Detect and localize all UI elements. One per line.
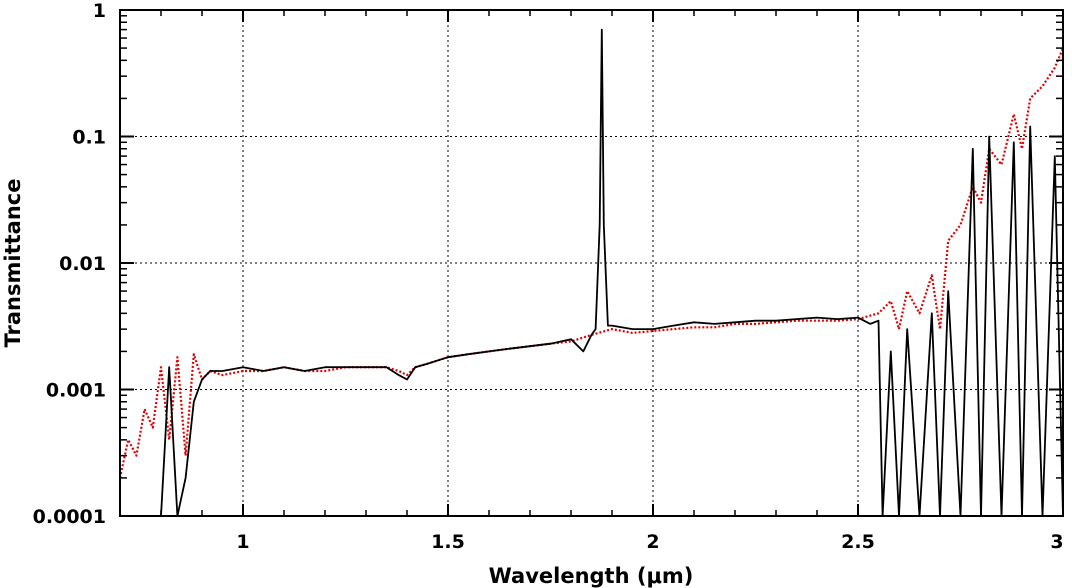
x-tick-label: 3 xyxy=(1050,531,1063,553)
y-tick-label: 0.1 xyxy=(72,127,106,149)
y-tick-label: 0.001 xyxy=(46,380,106,402)
series-line-solid xyxy=(160,28,1064,517)
x-tick-label: 1.5 xyxy=(431,531,465,553)
x-tick-label: 1 xyxy=(236,531,249,553)
x-tick-label: 2 xyxy=(646,531,659,553)
axis-ticks xyxy=(119,9,1064,517)
y-tick-label: 0.01 xyxy=(59,253,106,275)
x-tick-labels: 1 1.5 2 2.5 3 xyxy=(236,531,1063,553)
x-axis-label: Wavelength (μm) xyxy=(489,564,694,588)
series-layer xyxy=(118,28,1065,517)
y-axis-label: Transmittance xyxy=(1,179,25,348)
x-tick-label: 2.5 xyxy=(841,531,875,553)
y-tick-label: 0.0001 xyxy=(33,506,106,528)
grid-lines xyxy=(120,10,1063,516)
y-tick-label: 1 xyxy=(93,0,106,22)
y-tick-labels: 0.0001 0.001 0.01 0.1 1 xyxy=(33,0,106,528)
